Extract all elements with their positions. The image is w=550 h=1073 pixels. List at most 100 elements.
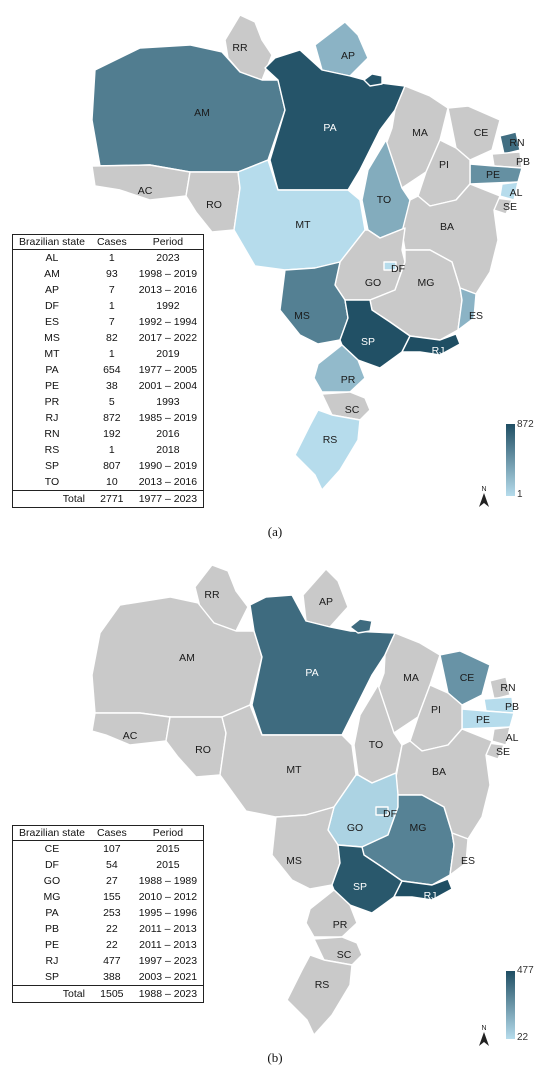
table-row: MG 155 2010 – 2012	[13, 889, 204, 905]
state-ac	[91, 164, 191, 201]
cell-cases: 388	[103, 971, 121, 983]
state-df	[383, 261, 397, 271]
cases-table-a: Brazilian state Cases Period AL 1 2023 AM 93…	[12, 234, 205, 508]
state-sp	[331, 844, 403, 914]
table-row: PR 5 1993	[13, 394, 204, 410]
cell-state: AP	[44, 284, 59, 296]
cell-period: 1988 – 1989	[138, 875, 198, 887]
cell-state: RN	[44, 428, 60, 440]
state-al	[491, 726, 511, 746]
table-row: AM 93 1998 – 2019	[13, 266, 204, 282]
cell-period: 1985 – 2019	[138, 412, 198, 424]
label-pi: PI	[431, 704, 441, 716]
total-period: 1977 – 2023	[132, 490, 204, 508]
header-period: Period	[132, 234, 204, 250]
table-row: RS 1 2018	[13, 442, 204, 458]
cell-state: AL	[45, 252, 59, 264]
cell-period: 2003 – 2021	[138, 971, 198, 983]
cell-state: PB	[44, 923, 59, 935]
label-to: TO	[369, 739, 383, 751]
state-es	[457, 287, 477, 331]
cell-period: 2001 – 2004	[138, 380, 198, 392]
label-se: SE	[503, 201, 517, 213]
table-header-row: Brazilian state Cases Period	[12, 234, 204, 250]
total-row: Total 2771 1977 – 2023	[12, 490, 204, 508]
label-ac: AC	[138, 185, 153, 197]
north-arrow-icon	[479, 493, 489, 507]
cell-period: 2013 – 2016	[138, 284, 198, 296]
label-go: GO	[365, 277, 381, 289]
cell-cases: 872	[103, 412, 121, 424]
cell-cases: 1	[108, 348, 115, 360]
cell-period: 2013 – 2016	[138, 476, 198, 488]
label-sp: SP	[361, 336, 375, 348]
cell-period: 2015	[156, 843, 180, 855]
label-sc: SC	[337, 949, 352, 961]
label-pb: PB	[505, 701, 519, 713]
table-row: ES 7 1992 – 1994	[13, 314, 204, 330]
cell-period: 1998 – 2019	[138, 268, 198, 280]
header-state: Brazilian state	[12, 234, 91, 250]
state-ms	[271, 806, 341, 890]
label-ma: MA	[403, 672, 419, 684]
label-ba: BA	[432, 766, 446, 778]
label-pr: PR	[333, 919, 348, 931]
table-row: AP 7 2013 – 2016	[13, 282, 204, 298]
cell-period: 2011 – 2013	[139, 923, 197, 935]
label-al: AL	[510, 187, 523, 199]
label-rr: RR	[232, 42, 248, 54]
cell-period: 2018	[156, 444, 180, 456]
cell-cases: 82	[105, 332, 118, 344]
cell-state: RS	[44, 444, 60, 456]
cases-table-b: Brazilian state Cases Period CE 107 2015 DF…	[12, 825, 205, 1003]
label-pa: PA	[305, 667, 318, 679]
label-ms: MS	[294, 310, 310, 322]
label-mg: MG	[418, 277, 435, 289]
cell-period: 1992 – 1994	[138, 316, 198, 328]
label-ce: CE	[474, 127, 489, 139]
state-rj	[393, 878, 453, 901]
scale-min-b: 22	[517, 1032, 529, 1043]
cell-cases: 22	[105, 939, 118, 951]
label-es: ES	[461, 855, 475, 867]
label-mg: MG	[410, 822, 427, 834]
cell-cases: 5	[108, 396, 115, 408]
cell-state: RJ	[45, 412, 59, 424]
table-row: AL 1 2023	[13, 250, 204, 267]
cell-cases: 654	[103, 364, 121, 376]
brazil-map-a: RR AP AM PA MA CE RN PB PE AL SE PI AC R…	[91, 14, 530, 491]
panel-b: RR AP AM PA MA CE RN PB PE AL SE PI AC R…	[0, 545, 550, 1073]
north-arrow-b: N	[478, 1025, 490, 1048]
label-go: GO	[347, 822, 363, 834]
label-pi: PI	[439, 159, 449, 171]
cell-state: GO	[43, 875, 61, 887]
cell-period: 1997 – 2023	[138, 955, 198, 967]
cell-cases: 7	[108, 284, 115, 296]
color-scale-bar-b	[506, 971, 515, 1039]
label-es: ES	[469, 310, 483, 322]
cell-period: 1990 – 2019	[138, 460, 198, 472]
label-rs: RS	[315, 979, 330, 991]
cell-period: 2011 – 2013	[139, 939, 197, 951]
scale-max-b: 477	[517, 965, 534, 976]
cell-period: 1992	[156, 300, 180, 312]
cell-cases: 7	[108, 316, 115, 328]
cell-cases: 54	[105, 859, 118, 871]
state-ms	[279, 261, 349, 345]
label-mt: MT	[286, 764, 302, 776]
label-ap: AP	[341, 50, 355, 62]
label-ms: MS	[286, 855, 302, 867]
cell-cases: 93	[105, 268, 118, 280]
cell-cases: 1	[108, 252, 115, 264]
state-df	[375, 806, 389, 816]
total-row: Total 1505 1988 – 2023	[12, 985, 204, 1003]
state-labels-a: RR AP AM PA MA CE RN PB PE AL SE PI AC R…	[138, 42, 530, 446]
label-ce: CE	[460, 672, 475, 684]
cell-period: 2016	[156, 428, 180, 440]
cell-cases: 38	[105, 380, 118, 392]
label-pe: PE	[486, 169, 500, 181]
brazil-map-b: RR AP AM PA MA CE RN PB PE AL SE PI AC R…	[91, 564, 519, 1036]
table-row: PB 22 2011 – 2013	[13, 921, 204, 937]
table-row: SP 807 1990 – 2019	[13, 458, 204, 474]
cell-state: TO	[44, 476, 60, 488]
